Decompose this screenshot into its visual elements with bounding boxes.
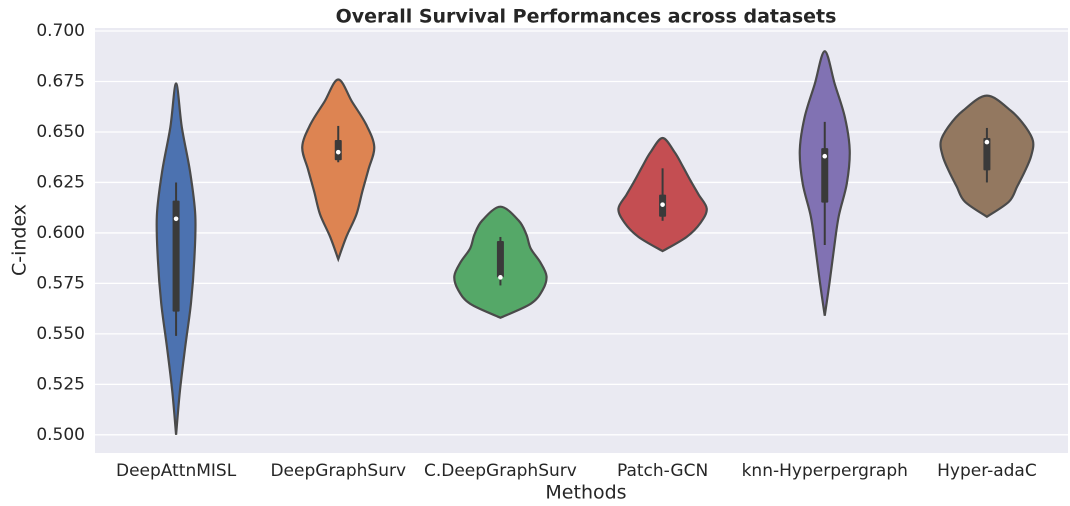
x-tick-label: Patch-GCN xyxy=(617,461,708,481)
median xyxy=(173,216,179,222)
y-tick-label: 0.525 xyxy=(36,374,85,394)
x-tick-label: C.DeepGraphSurv xyxy=(424,461,577,481)
y-tick-label: 0.575 xyxy=(36,273,85,293)
median xyxy=(660,202,665,207)
median xyxy=(822,153,828,159)
x-axis-label: Methods xyxy=(545,482,626,503)
y-tick-label: 0.675 xyxy=(36,72,85,92)
box xyxy=(983,138,991,171)
plot-area xyxy=(95,28,1068,453)
median xyxy=(984,139,990,145)
x-tick-label: Hyper-adaC xyxy=(937,461,1037,481)
x-tick-label: DeepGraphSurv xyxy=(270,461,406,481)
y-tick-label: 0.700 xyxy=(36,21,85,41)
box xyxy=(821,148,829,203)
chart-title: Overall Survival Performances across dat… xyxy=(336,6,837,28)
median xyxy=(335,149,341,155)
y-tick-label: 0.550 xyxy=(36,324,85,344)
median xyxy=(498,275,503,280)
y-tick-label: 0.500 xyxy=(36,425,85,445)
x-tick-label: DeepAttnMISL xyxy=(116,461,237,481)
x-tick-label: knn-Hyperpergraph xyxy=(742,461,908,481)
y-tick-label: 0.600 xyxy=(36,223,85,243)
y-axis-label: C-index xyxy=(9,204,31,276)
violin xyxy=(301,78,376,263)
box xyxy=(172,200,180,312)
y-tick-label: 0.650 xyxy=(36,122,85,142)
box xyxy=(496,241,504,278)
y-tick-label: 0.625 xyxy=(36,172,85,192)
